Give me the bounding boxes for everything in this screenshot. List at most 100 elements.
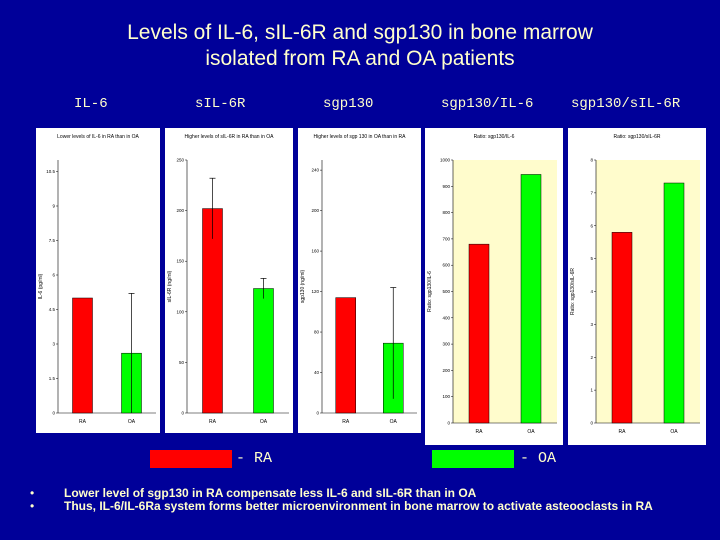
legend-oa-label: - OA xyxy=(520,450,557,467)
bar-ra xyxy=(468,243,490,424)
y-tick-label: 300 xyxy=(442,342,450,347)
bullet-item: • Thus, IL-6/IL-6Ra system forms better … xyxy=(30,500,690,513)
x-tick-label: RA xyxy=(342,419,350,425)
y-tick-label: 800 xyxy=(442,210,450,215)
chart-title: Ratio: sgp130/IL-6 xyxy=(474,134,515,140)
y-tick-label: 0 xyxy=(316,411,319,416)
legend-ra-swatch xyxy=(150,450,232,468)
y-axis-label: sgp130 (ng/ml) xyxy=(300,269,306,303)
bullet-dot-icon: • xyxy=(30,499,35,513)
y-tick-label: 4 xyxy=(590,289,593,294)
chart-ratio-sgp130-il6: Ratio: sgp130/IL-6 Ratio: sgp130/IL-6 0 100… xyxy=(425,128,563,445)
chart-title: Ratio: sgp130/sIL-6R xyxy=(614,134,661,140)
chart-title: Lower levels of IL-6 in RA than in OA xyxy=(57,134,139,140)
y-tick-label: 200 xyxy=(311,208,319,213)
slide-title-line1: Levels of IL-6, sIL-6R and sgp130 in bon… xyxy=(127,21,593,44)
y-tick-label: 3 xyxy=(52,342,55,347)
y-tick-label: 240 xyxy=(311,168,319,173)
chart-title: Higher levels of sIL-6R in RA than in OA xyxy=(185,134,275,140)
y-tick-label: 6 xyxy=(590,223,593,228)
panel-label-il6: IL-6 xyxy=(74,96,108,112)
x-tick-label: OA xyxy=(527,429,535,435)
y-tick-label: 2 xyxy=(590,355,593,360)
bar-ra xyxy=(202,208,223,414)
x-tick-label: OA xyxy=(260,419,268,425)
y-tick-label: 0 xyxy=(590,421,593,426)
bullet-dot-icon: • xyxy=(30,486,35,500)
chart-il6: Lower levels of IL-6 in RA than in OA IL-… xyxy=(36,128,160,433)
y-tick-label: 7 xyxy=(590,190,593,195)
y-tick-label: 600 xyxy=(442,263,450,268)
x-tick-label: RA xyxy=(476,429,484,435)
bullet-text: Lower level of sgp130 in RA compensate l… xyxy=(64,486,477,500)
chart-svg: Higher levels of sgp 130 in OA than in R… xyxy=(298,128,421,433)
x-tick-label: OA xyxy=(390,419,398,425)
x-tick-label: RA xyxy=(79,419,87,425)
chart-sgp130: Higher levels of sgp 130 in OA than in R… xyxy=(298,128,421,433)
plot-area xyxy=(596,160,700,423)
bar-oa xyxy=(663,182,685,424)
y-tick-label: 4.5 xyxy=(49,307,56,312)
chart-background xyxy=(165,128,293,433)
y-tick-label: 0 xyxy=(52,411,55,416)
y-tick-label: 900 xyxy=(442,184,450,189)
slide-title-line2: isolated from RA and OA patients xyxy=(205,47,515,70)
bullet-item: • Lower level of sgp130 in RA compensate… xyxy=(30,487,690,500)
y-tick-label: 8 xyxy=(590,158,593,163)
y-tick-label: 250 xyxy=(176,158,184,163)
chart-sil6r: Higher levels of sIL-6R in RA than in OA… xyxy=(165,128,293,433)
y-tick-label: 7.5 xyxy=(49,238,56,243)
y-tick-label: 1.5 xyxy=(49,376,56,381)
plot-area xyxy=(453,160,557,423)
y-tick-label: 3 xyxy=(590,322,593,327)
y-tick-label: 160 xyxy=(311,249,319,254)
y-tick-label: 700 xyxy=(442,236,450,241)
bar-oa xyxy=(253,288,274,414)
y-tick-label: 0 xyxy=(447,421,450,426)
chart-title: Higher levels of sgp 130 in OA than in R… xyxy=(314,134,407,140)
y-axis-label: sIL-6R (ng/ml) xyxy=(167,270,173,302)
legend-ra-label: - RA xyxy=(236,450,273,467)
y-tick-label: 10.5 xyxy=(46,169,55,174)
x-tick-label: RA xyxy=(209,419,217,425)
y-tick-label: 200 xyxy=(176,208,184,213)
bar-oa xyxy=(520,174,542,424)
x-tick-label: OA xyxy=(670,429,678,435)
bar-ra xyxy=(335,297,356,414)
y-axis-label: Ratio: sgp130/IL-6 xyxy=(427,271,433,312)
bar-ra xyxy=(611,232,633,424)
bar-ra xyxy=(72,297,93,414)
chart-svg: Ratio: sgp130/IL-6 Ratio: sgp130/IL-6 0 100… xyxy=(425,128,563,445)
y-tick-label: 200 xyxy=(442,368,450,373)
y-tick-label: 1 xyxy=(590,388,593,393)
y-tick-label: 150 xyxy=(176,259,184,264)
chart-ratio-sgp130-sil6r: Ratio: sgp130/sIL-6R Ratio: sgp130/sIL-6R… xyxy=(568,128,706,445)
y-tick-label: 100 xyxy=(176,309,184,314)
y-axis-label: Ratio: sgp130/sIL-6R xyxy=(570,268,576,315)
y-tick-label: 500 xyxy=(442,289,450,294)
y-axis-label: IL-6 (pg/ml) xyxy=(38,273,44,299)
panel-label-sgp130-sil6r: sgp130/sIL-6R xyxy=(571,96,681,112)
slide-title: Levels of IL-6, sIL-6R and sgp130 in bon… xyxy=(0,20,720,72)
panel-label-sgp130: sgp130 xyxy=(323,96,374,112)
y-tick-label: 100 xyxy=(442,394,450,399)
y-tick-label: 400 xyxy=(442,315,450,320)
y-tick-label: 5 xyxy=(590,256,593,261)
panel-label-sil6r: sIL-6R xyxy=(195,96,246,112)
y-tick-label: 9 xyxy=(52,204,55,209)
chart-svg: Higher levels of sIL-6R in RA than in OA… xyxy=(165,128,293,433)
y-tick-label: 6 xyxy=(52,273,55,278)
panel-label-sgp130-il6: sgp130/IL-6 xyxy=(441,96,534,112)
chart-svg: Ratio: sgp130/sIL-6R Ratio: sgp130/sIL-6R… xyxy=(568,128,706,445)
legend-oa-swatch xyxy=(432,450,514,468)
y-tick-label: 0 xyxy=(181,411,184,416)
bullet-list: • Lower level of sgp130 in RA compensate… xyxy=(30,487,690,513)
y-tick-label: 50 xyxy=(179,360,185,365)
y-tick-label: 40 xyxy=(314,370,320,375)
y-tick-label: 80 xyxy=(314,330,320,335)
x-tick-label: OA xyxy=(128,419,136,425)
bullet-text: Thus, IL-6/IL-6Ra system forms better mi… xyxy=(64,499,653,513)
x-tick-label: RA xyxy=(619,429,627,435)
chart-svg: Lower levels of IL-6 in RA than in OA IL-… xyxy=(36,128,160,433)
y-tick-label: 1000 xyxy=(440,158,451,163)
